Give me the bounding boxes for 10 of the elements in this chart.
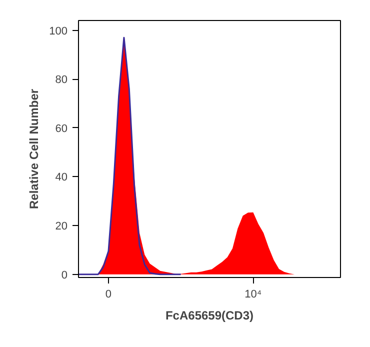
x-tick-label: 10⁴ <box>244 288 262 300</box>
y-tick-label: 0 <box>61 269 68 282</box>
y-tick-label: 100 <box>49 25 68 38</box>
line-series <box>78 36 182 276</box>
y-tick-label: 80 <box>55 74 68 86</box>
y-tick-label: 40 <box>55 172 68 184</box>
y-tick-label: 60 <box>55 122 68 135</box>
x-axis-title: FcA65659(CD3) <box>165 308 254 322</box>
y-axis-title: Relative Cell Number <box>27 88 42 210</box>
y-tick-label: 20 <box>55 220 68 233</box>
